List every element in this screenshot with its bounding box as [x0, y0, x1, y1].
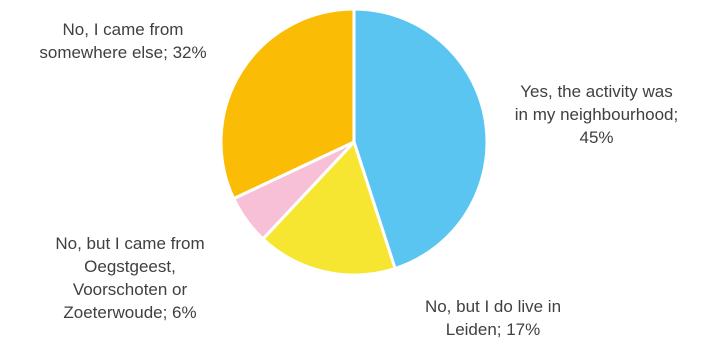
slice-label-leiden: No, but I do live in Leiden; 17%	[424, 297, 562, 339]
slice-label-elsewhere: No, I came from somewhere else; 32%	[39, 20, 207, 62]
slice-label-oegstgeest: No, but I came from Oegstgeest, Voorscho…	[55, 234, 205, 322]
pie-slice-neighbourhood	[352, 7, 489, 270]
pie-slice-leiden	[261, 140, 397, 277]
pie-slice-elsewhere	[219, 7, 356, 201]
slice-label-neighbourhood: Yes, the activity was in my neighbourhoo…	[514, 82, 679, 147]
